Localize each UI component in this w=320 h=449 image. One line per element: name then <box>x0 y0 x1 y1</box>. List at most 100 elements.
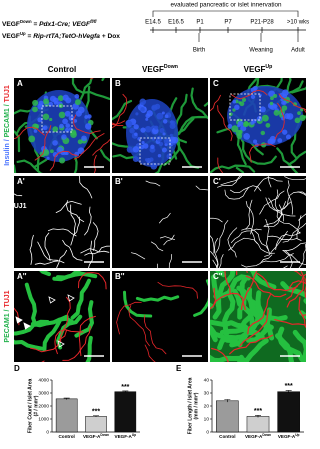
cell <box>294 117 301 124</box>
text-segment: VEGF <box>142 65 164 74</box>
fiber <box>297 191 306 195</box>
fiber <box>128 305 150 347</box>
fiber <box>291 86 306 94</box>
fiber <box>156 263 159 268</box>
cell <box>77 147 85 155</box>
fiber <box>210 319 253 334</box>
cell <box>65 151 69 156</box>
fiber <box>249 301 288 322</box>
image-background <box>14 176 110 268</box>
cell <box>232 108 236 112</box>
panel-letter: B'' <box>115 272 125 281</box>
text-segment: + Dox <box>100 33 120 40</box>
cell <box>273 104 278 109</box>
fiber <box>229 334 273 355</box>
arrowhead <box>23 322 31 330</box>
fiber <box>254 177 283 192</box>
bar <box>114 391 137 433</box>
fiber <box>278 93 306 111</box>
text-segment: TUJ1 <box>4 290 11 307</box>
fiber <box>210 325 243 348</box>
text-segment: Down <box>262 433 271 437</box>
cell <box>57 95 64 102</box>
cell <box>280 98 284 102</box>
fiber <box>37 241 59 261</box>
fiber <box>224 271 231 295</box>
cell <box>159 127 165 134</box>
panel-letter: C'' <box>213 272 223 281</box>
fiber <box>78 78 93 102</box>
fiber <box>267 235 302 241</box>
micrograph <box>112 176 208 268</box>
fiber <box>296 222 306 239</box>
fiber <box>211 347 229 362</box>
fiber <box>159 236 176 241</box>
fiber <box>70 204 76 235</box>
cell <box>161 147 167 153</box>
cell <box>132 146 140 153</box>
y-axis-label: Fiber Count / Islet Area <box>27 379 33 434</box>
fiber <box>275 231 301 251</box>
fiber <box>263 204 283 227</box>
fiber <box>214 238 219 268</box>
fiber <box>215 220 229 253</box>
fiber <box>210 287 217 310</box>
cell <box>231 125 239 133</box>
cell <box>32 99 39 106</box>
timeline-label: E14.5 <box>145 20 161 26</box>
cell <box>85 123 92 130</box>
cell <box>65 123 71 128</box>
significance-label: *** <box>121 384 129 391</box>
cell <box>171 136 179 144</box>
cell <box>49 117 53 122</box>
cell <box>281 116 286 121</box>
fiber <box>243 338 269 362</box>
text-segment: Pdx1-Cre; VEGF <box>39 21 91 28</box>
cell <box>300 108 304 112</box>
cell <box>238 129 243 135</box>
fiber <box>92 138 110 156</box>
y-tick-label: 4000 <box>38 377 49 383</box>
fiber <box>195 185 208 191</box>
fiber <box>245 228 269 251</box>
y-tick-label: 0 <box>206 429 209 435</box>
fiber <box>224 187 249 200</box>
cell <box>273 93 278 99</box>
fiber <box>298 296 306 329</box>
fiber <box>44 232 51 262</box>
micrograph <box>112 271 208 362</box>
text-segment: Up <box>132 433 136 437</box>
fiber <box>274 102 285 140</box>
error-bar <box>93 415 99 418</box>
cell <box>270 96 274 101</box>
cell <box>265 122 271 128</box>
panel-letter: C <box>213 79 219 88</box>
fiber <box>282 215 302 243</box>
fiber <box>39 271 51 277</box>
cell <box>52 152 58 158</box>
fiber <box>14 193 23 197</box>
text-segment: TUJ1 <box>4 85 11 102</box>
bar <box>85 416 107 433</box>
inset-box <box>139 137 171 165</box>
fiber <box>288 280 306 289</box>
cell <box>64 110 71 117</box>
fiber <box>217 157 224 173</box>
fiber <box>56 250 67 268</box>
genotype-legend: VEGFUp = Rip-rtTA;TetO-hVegfa + Dox <box>2 31 120 40</box>
cell <box>297 111 301 115</box>
timeline-label: P1 <box>196 20 204 26</box>
cell <box>144 125 152 133</box>
cell <box>256 116 263 122</box>
cell <box>125 120 133 128</box>
micrograph <box>210 271 306 362</box>
fiber <box>260 253 294 263</box>
y-tick-label: 1000 <box>38 416 49 422</box>
text-segment: Insulin <box>4 143 11 166</box>
cell <box>161 111 165 115</box>
fiber <box>264 230 288 257</box>
cell <box>243 132 251 140</box>
arrowhead <box>57 340 65 348</box>
fiber <box>298 213 306 221</box>
fiber <box>62 239 83 261</box>
